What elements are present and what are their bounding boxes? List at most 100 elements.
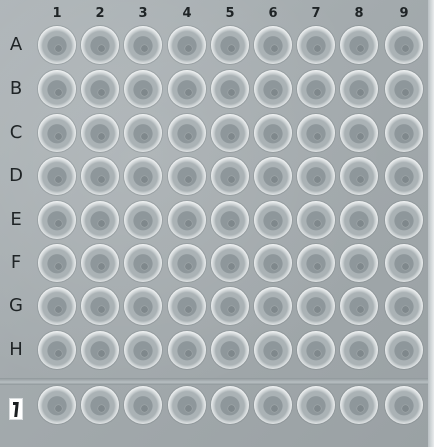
row-label-c: C <box>9 122 23 143</box>
well-g3 <box>124 287 162 325</box>
well-b8 <box>340 70 378 108</box>
well-h1 <box>38 331 76 369</box>
well-f1 <box>38 244 76 282</box>
well-c4 <box>168 114 206 152</box>
well-g7 <box>297 287 335 325</box>
well-f3 <box>124 244 162 282</box>
column-label-1: 1 <box>52 6 62 21</box>
column-label-2: 2 <box>95 6 105 21</box>
well-d8 <box>340 157 378 195</box>
well-h3 <box>124 331 162 369</box>
well-e4 <box>168 201 206 239</box>
well-i1 <box>38 386 76 424</box>
row-marker-icon <box>9 398 23 420</box>
well-d5 <box>211 157 249 195</box>
well-d3 <box>124 157 162 195</box>
well-g6 <box>254 287 292 325</box>
well-c6 <box>254 114 292 152</box>
well-a1 <box>38 26 76 64</box>
well-h2 <box>81 331 119 369</box>
well-g1 <box>38 287 76 325</box>
well-i8 <box>340 386 378 424</box>
well-f8 <box>340 244 378 282</box>
well-d4 <box>168 157 206 195</box>
column-label-3: 3 <box>138 6 148 21</box>
well-c8 <box>340 114 378 152</box>
well-c9 <box>385 114 423 152</box>
well-b3 <box>124 70 162 108</box>
well-e1 <box>38 201 76 239</box>
well-b7 <box>297 70 335 108</box>
well-h4 <box>168 331 206 369</box>
well-a7 <box>297 26 335 64</box>
well-c3 <box>124 114 162 152</box>
well-b9 <box>385 70 423 108</box>
well-b5 <box>211 70 249 108</box>
well-e3 <box>124 201 162 239</box>
well-g8 <box>340 287 378 325</box>
well-a5 <box>211 26 249 64</box>
row-label-h: H <box>9 339 23 360</box>
well-h9 <box>385 331 423 369</box>
well-h5 <box>211 331 249 369</box>
well-h8 <box>340 331 378 369</box>
well-i6 <box>254 386 292 424</box>
well-f4 <box>168 244 206 282</box>
well-a9 <box>385 26 423 64</box>
well-d9 <box>385 157 423 195</box>
well-c2 <box>81 114 119 152</box>
well-h7 <box>297 331 335 369</box>
well-g4 <box>168 287 206 325</box>
row-label-a: A <box>9 34 23 55</box>
well-i9 <box>385 386 423 424</box>
well-g5 <box>211 287 249 325</box>
well-g2 <box>81 287 119 325</box>
well-e6 <box>254 201 292 239</box>
well-b6 <box>254 70 292 108</box>
well-c7 <box>297 114 335 152</box>
well-a6 <box>254 26 292 64</box>
well-d1 <box>38 157 76 195</box>
well-f6 <box>254 244 292 282</box>
well-f5 <box>211 244 249 282</box>
row-label-d: D <box>9 165 23 186</box>
well-e2 <box>81 201 119 239</box>
well-i3 <box>124 386 162 424</box>
column-label-9: 9 <box>399 6 409 21</box>
well-h6 <box>254 331 292 369</box>
row-label-g: G <box>9 295 23 316</box>
column-label-5: 5 <box>225 6 235 21</box>
well-a4 <box>168 26 206 64</box>
well-f7 <box>297 244 335 282</box>
plate-divider <box>0 378 434 385</box>
column-label-6: 6 <box>268 6 278 21</box>
well-b2 <box>81 70 119 108</box>
well-e9 <box>385 201 423 239</box>
well-e5 <box>211 201 249 239</box>
column-label-4: 4 <box>182 6 192 21</box>
well-b1 <box>38 70 76 108</box>
well-a2 <box>81 26 119 64</box>
well-i2 <box>81 386 119 424</box>
well-e8 <box>340 201 378 239</box>
well-d7 <box>297 157 335 195</box>
well-c5 <box>211 114 249 152</box>
row-label-f: F <box>10 252 22 273</box>
well-g9 <box>385 287 423 325</box>
column-label-7: 7 <box>311 6 321 21</box>
well-b4 <box>168 70 206 108</box>
well-a8 <box>340 26 378 64</box>
well-f9 <box>385 244 423 282</box>
plate-edge <box>428 0 434 447</box>
well-c1 <box>38 114 76 152</box>
row-label-b: B <box>9 78 23 99</box>
well-i7 <box>297 386 335 424</box>
well-i4 <box>168 386 206 424</box>
well-e7 <box>297 201 335 239</box>
well-i5 <box>211 386 249 424</box>
well-d2 <box>81 157 119 195</box>
well-a3 <box>124 26 162 64</box>
well-d6 <box>254 157 292 195</box>
row-label-e: E <box>10 209 22 230</box>
